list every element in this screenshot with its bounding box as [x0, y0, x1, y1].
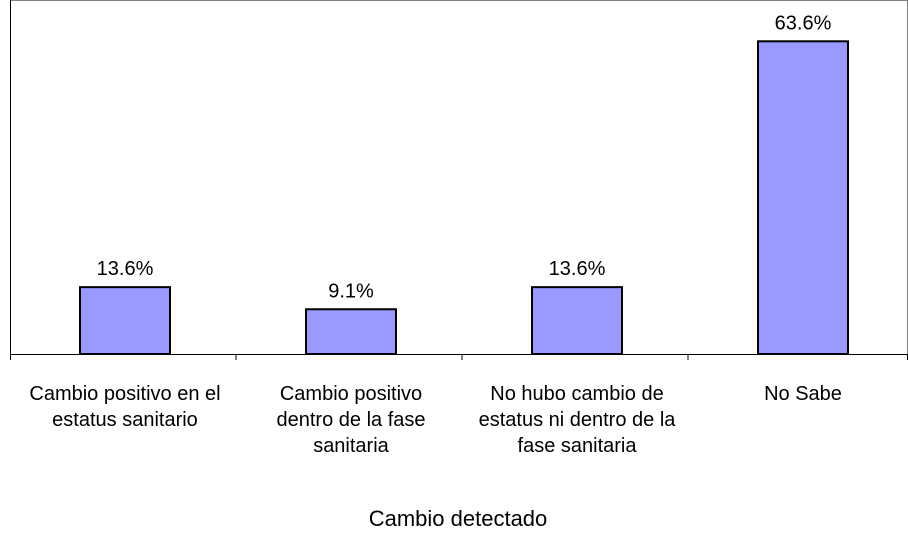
data-label: 63.6%	[775, 12, 832, 34]
x-tick-label: No hubo cambio de estatus ni dentro de l…	[478, 383, 676, 457]
bar	[757, 40, 849, 356]
bar	[79, 286, 171, 355]
x-tick-label: Cambio positivo dentro de la fase sanita…	[276, 383, 426, 457]
data-label: 13.6%	[97, 258, 154, 280]
data-label: 9.1%	[328, 280, 374, 302]
bar	[531, 286, 623, 355]
x-tick-label: Cambio positivo en el estatus sanitario	[29, 383, 221, 431]
data-label: 13.6%	[549, 258, 606, 280]
bar	[305, 308, 397, 355]
x-tick-label: No Sabe	[764, 383, 842, 405]
x-axis-title: Cambio detectado	[368, 506, 548, 531]
